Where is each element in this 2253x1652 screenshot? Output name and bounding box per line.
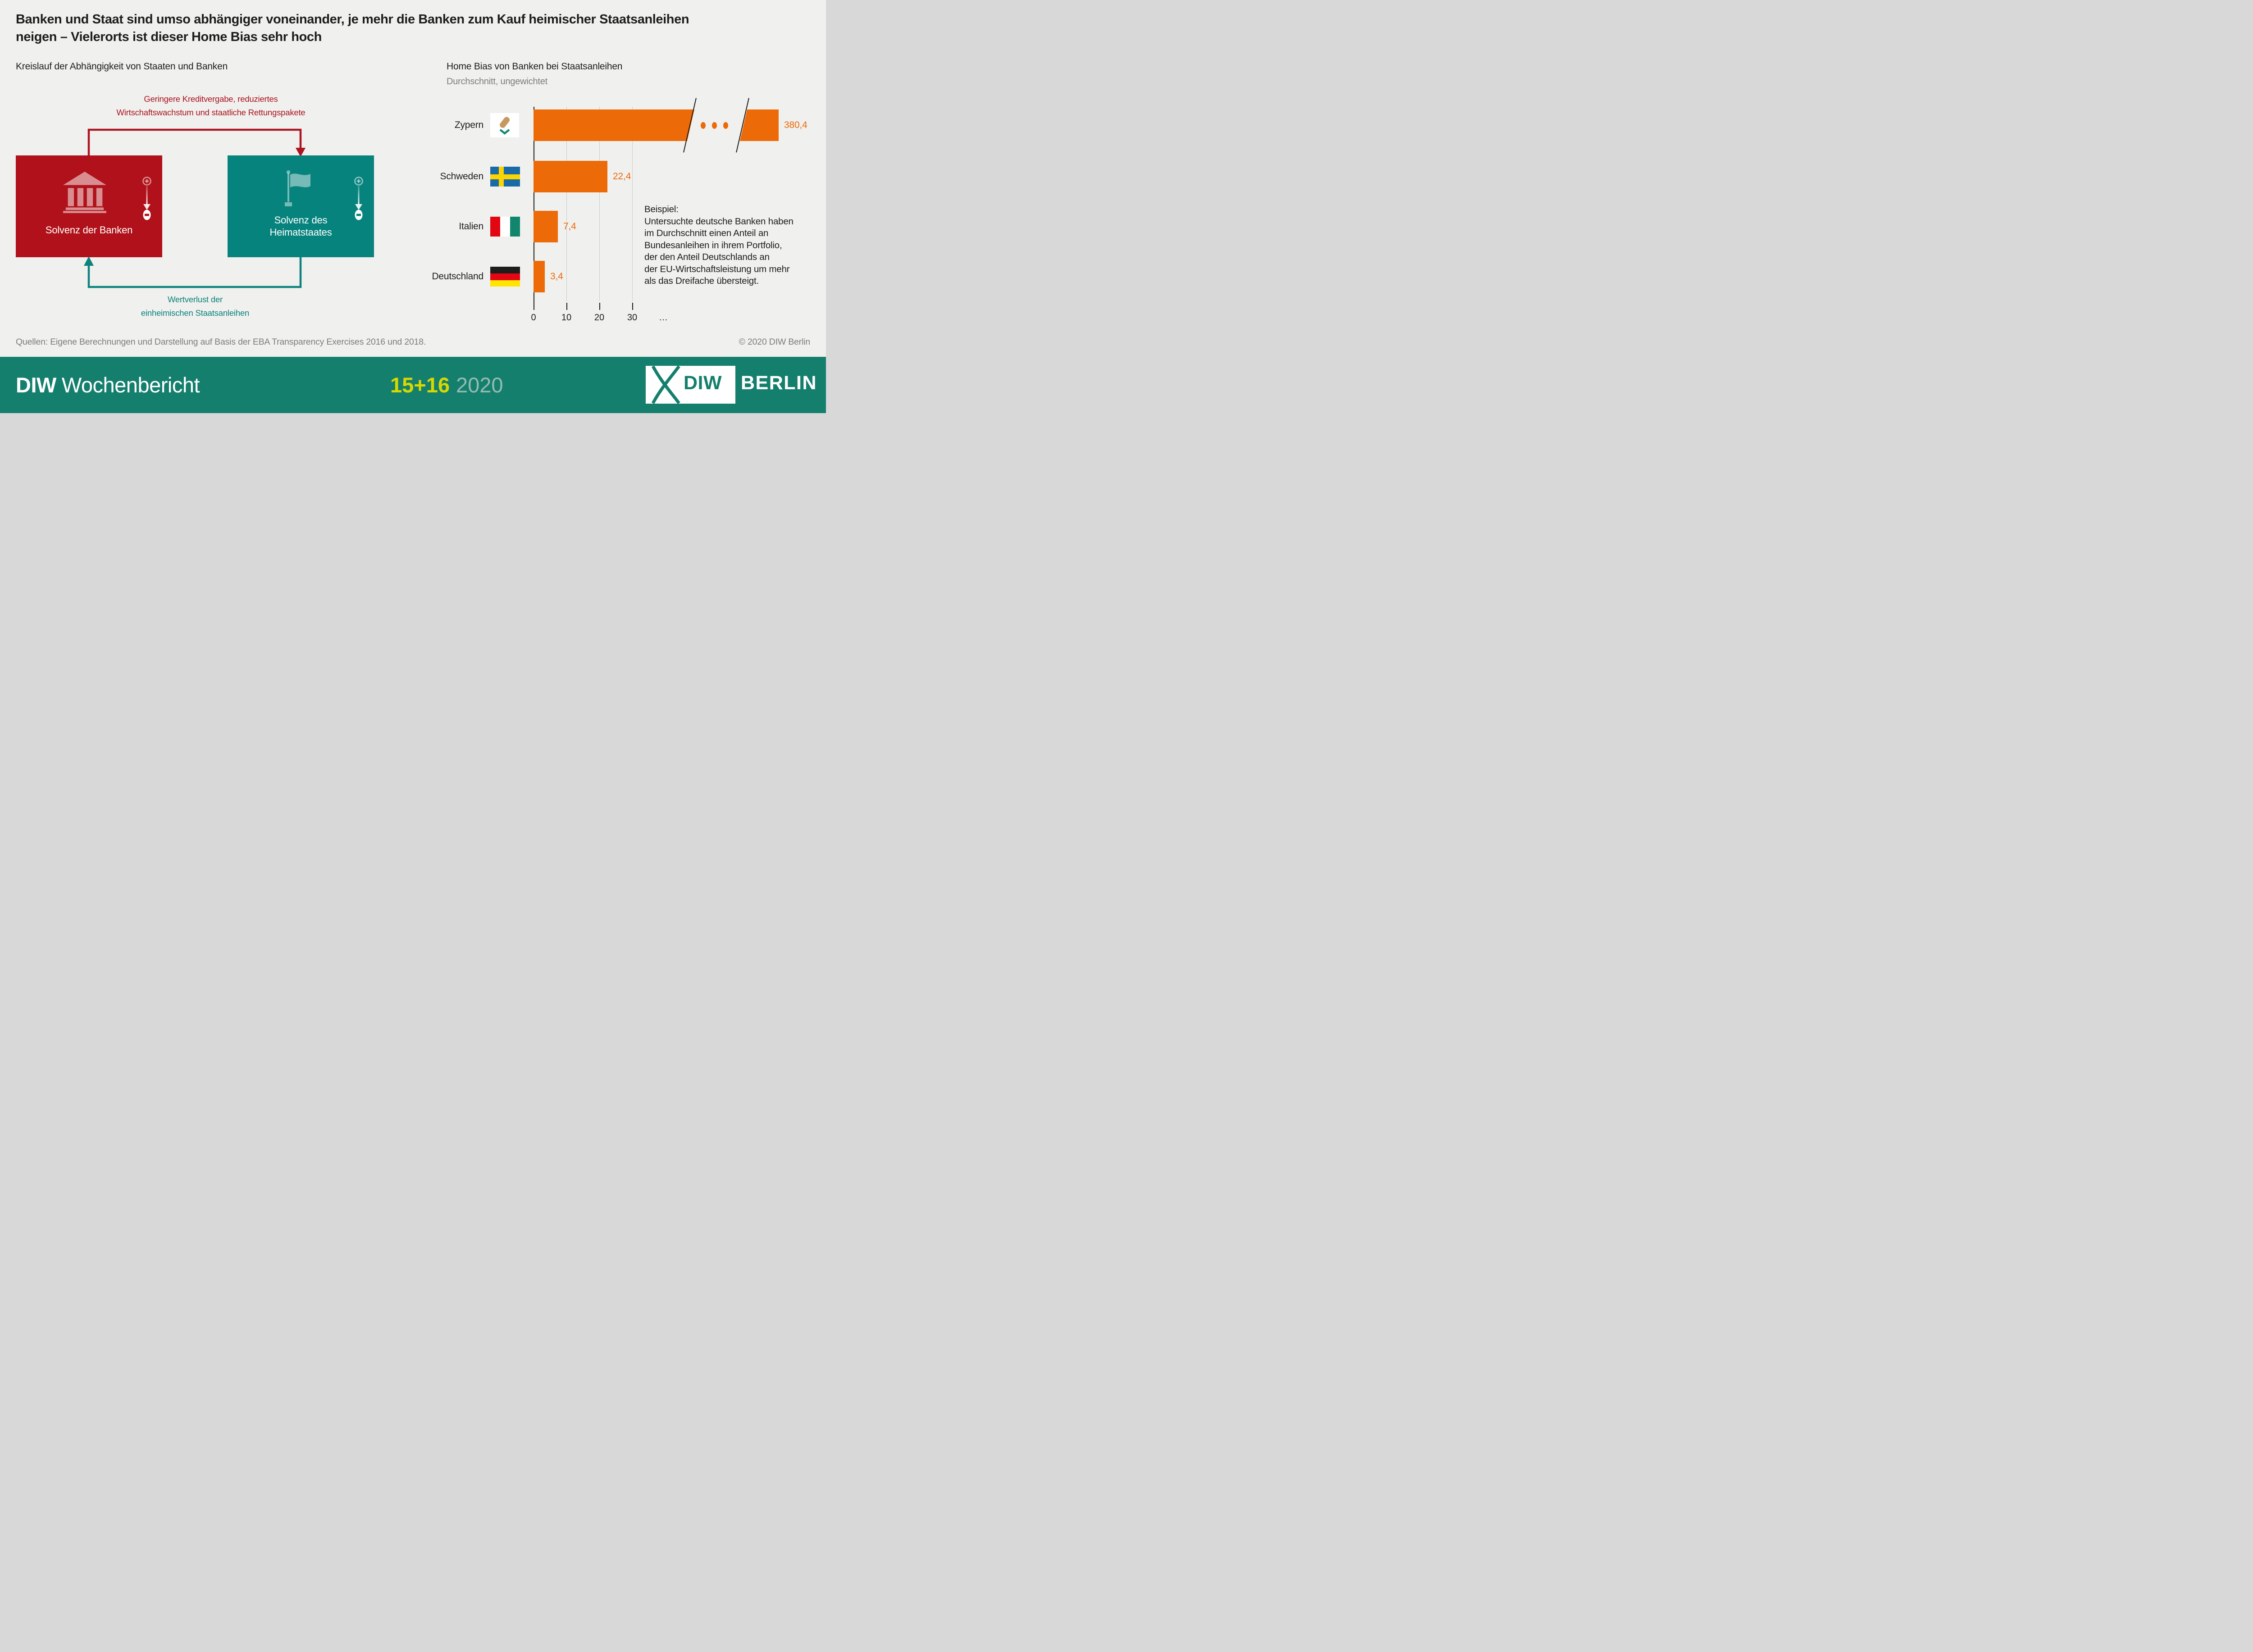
decrease-gauge-icon bbox=[142, 177, 151, 220]
bar-deutschland bbox=[534, 261, 545, 292]
bar-zypern-segment1 bbox=[534, 109, 694, 141]
diagram-top-label-line1: Geringere Kreditvergabe, reduziertes bbox=[144, 94, 278, 104]
break-dot bbox=[701, 122, 706, 129]
example-annotation: Beispiel: Untersuchte deutsche Banken ha… bbox=[644, 204, 820, 287]
page-title-line1: Banken und Staat sind umso abhängiger vo… bbox=[16, 12, 689, 27]
example-line: Bundesanleihen in ihrem Portfolio, bbox=[644, 240, 782, 250]
axis-label-0: 0 bbox=[531, 313, 536, 323]
box-banks: Solvenz der Banken bbox=[16, 155, 162, 257]
cyprus-flag-icon bbox=[490, 113, 519, 137]
example-line: der EU-Wirtschaftsleistung um mehr bbox=[644, 264, 790, 274]
axis-tick-30 bbox=[632, 303, 633, 310]
value-label-schweden: 22,4 bbox=[613, 171, 631, 182]
chart-subtitle: Durchschnitt, ungewichtet bbox=[447, 77, 548, 86]
bar-zypern-segment2 bbox=[740, 109, 779, 141]
box-state-label: Solvenz des Heimatstaates bbox=[228, 214, 374, 238]
value-label-italien: 7,4 bbox=[563, 221, 576, 232]
bar-schweden bbox=[534, 161, 607, 192]
gridline-20 bbox=[599, 107, 600, 301]
footer-brand-regular: Wochenbericht bbox=[61, 373, 200, 397]
footer-issue-year: 15+16 2020 bbox=[390, 357, 503, 413]
chart-title: Home Bias von Banken bei Staatsanleihen bbox=[447, 61, 623, 72]
state-flag-icon bbox=[285, 170, 310, 206]
gridline-30 bbox=[632, 107, 633, 301]
page-title-line2: neigen – Vielerorts ist dieser Home Bias… bbox=[16, 30, 322, 44]
break-dot bbox=[712, 122, 717, 129]
box-state-label-line2: Heimatstaates bbox=[269, 227, 332, 238]
copyright: © 2020 DIW Berlin bbox=[739, 337, 811, 347]
sweden-flag-icon bbox=[490, 167, 520, 187]
break-dot bbox=[723, 122, 728, 129]
diagram-bottom-label: Wertverlust der einheimischen Staatsanle… bbox=[105, 293, 285, 320]
category-label-schweden: Schweden bbox=[440, 171, 484, 182]
diw-logo: DIW bbox=[646, 366, 735, 404]
bank-icon bbox=[63, 172, 106, 213]
germany-flag-icon bbox=[490, 267, 520, 287]
diagram-top-label: Geringere Kreditvergabe, reduziertes Wir… bbox=[85, 92, 337, 119]
footer-year: 2020 bbox=[456, 373, 503, 397]
value-label-zypern: 380,4 bbox=[784, 120, 807, 130]
diagram-top-label-line2: Wirtschaftswachstum und staatliche Rettu… bbox=[116, 108, 306, 117]
box-state-label-line1: Solvenz des bbox=[274, 214, 328, 226]
dependency-cycle-arrows bbox=[84, 128, 306, 288]
axis-tick-10 bbox=[566, 303, 567, 310]
axis-label-break: … bbox=[659, 313, 668, 323]
category-label-deutschland: Deutschland bbox=[432, 271, 483, 282]
category-label-italien: Italien bbox=[459, 221, 483, 232]
italy-flag-icon bbox=[490, 217, 520, 237]
axis-label-10: 10 bbox=[561, 313, 572, 323]
footer-issue-number: 15+16 bbox=[390, 373, 450, 397]
example-line: Beispiel: bbox=[644, 204, 679, 214]
source-line: Quellen: Eigene Berechnungen und Darstel… bbox=[16, 337, 426, 347]
box-state: Solvenz des Heimatstaates bbox=[228, 155, 374, 257]
example-line: Untersuchte deutsche Banken haben bbox=[644, 216, 794, 227]
gridline-10 bbox=[566, 107, 567, 301]
infographic-canvas: Banken und Staat sind umso abhängiger vo… bbox=[0, 0, 826, 413]
example-line: der den Anteil Deutschlands an bbox=[644, 252, 770, 262]
category-label-zypern: Zypern bbox=[454, 120, 483, 130]
diagram-bottom-label-line2: einheimischen Staatsanleihen bbox=[141, 308, 250, 318]
bar-italien bbox=[534, 211, 558, 242]
diagram-title: Kreislauf der Abhängigkeit von Staaten u… bbox=[16, 61, 228, 72]
value-label-deutschland: 3,4 bbox=[550, 271, 563, 282]
decrease-gauge-icon bbox=[354, 177, 363, 220]
footer-brand-bold: DIW bbox=[16, 373, 56, 397]
diw-logo-text: DIW bbox=[684, 372, 722, 394]
diagram-bottom-label-line1: Wertverlust der bbox=[167, 295, 223, 304]
axis-label-20: 20 bbox=[594, 313, 605, 323]
axis-label-30: 30 bbox=[627, 313, 638, 323]
diw-logo-berlin-text: BERLIN bbox=[741, 372, 817, 394]
example-line: im Durchschnitt einen Anteil an bbox=[644, 228, 769, 238]
footer-brand: DIW Wochenbericht bbox=[16, 357, 200, 413]
example-line: als das Dreifache übersteigt. bbox=[644, 276, 759, 286]
box-banks-label: Solvenz der Banken bbox=[45, 224, 133, 236]
page-title: Banken und Staat sind umso abhängiger vo… bbox=[16, 11, 813, 46]
axis-tick-20 bbox=[599, 303, 600, 310]
diw-logo-x-icon bbox=[651, 366, 680, 404]
